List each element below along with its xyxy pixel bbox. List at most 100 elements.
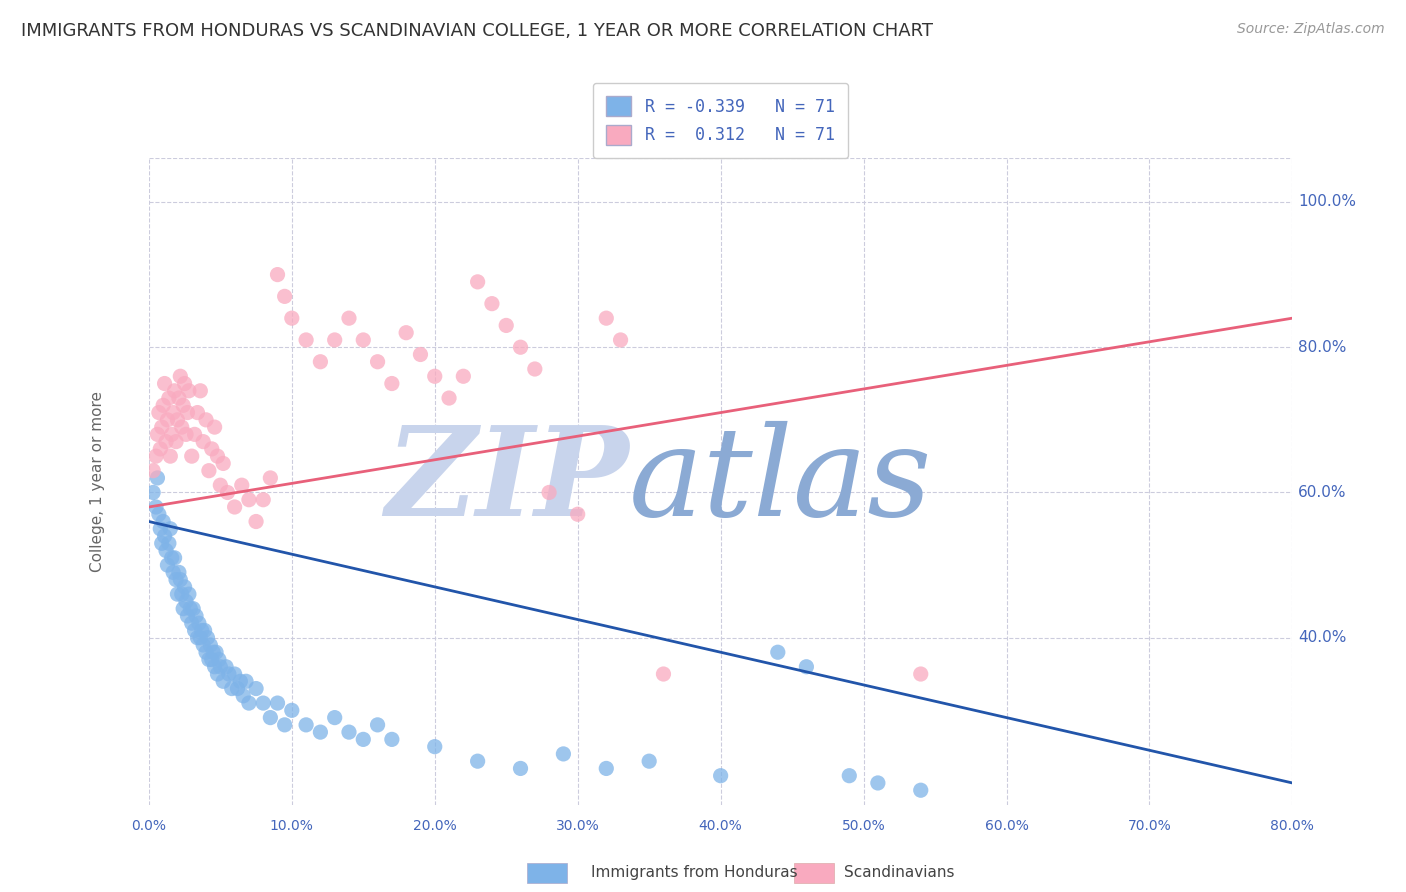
Point <box>148 406 170 420</box>
Point <box>153 529 176 543</box>
Point <box>183 624 205 638</box>
Point <box>194 624 217 638</box>
Point <box>145 500 167 514</box>
Point <box>174 427 197 442</box>
Point <box>177 587 200 601</box>
Point <box>152 398 174 412</box>
Point <box>295 333 318 347</box>
Point <box>188 631 211 645</box>
Point <box>172 398 194 412</box>
Point <box>198 464 221 478</box>
Text: 0.0%: 0.0% <box>131 819 166 833</box>
Text: Scandinavians: Scandinavians <box>844 865 955 880</box>
Point <box>609 333 631 347</box>
Point <box>309 725 332 739</box>
Point <box>245 681 267 696</box>
Point <box>245 515 267 529</box>
Text: Source: ZipAtlas.com: Source: ZipAtlas.com <box>1237 22 1385 37</box>
Point <box>179 601 201 615</box>
Point <box>323 333 346 347</box>
Point <box>162 566 184 580</box>
Text: 70.0%: 70.0% <box>1128 819 1171 833</box>
Point <box>509 761 531 775</box>
Point <box>155 543 177 558</box>
Point <box>266 268 288 282</box>
Point <box>273 718 295 732</box>
Point <box>159 522 181 536</box>
Point <box>146 427 169 442</box>
Point <box>224 667 246 681</box>
Point <box>198 652 221 666</box>
Point <box>595 761 617 775</box>
Text: 60.0%: 60.0% <box>1298 485 1347 500</box>
Point <box>866 776 889 790</box>
Point <box>595 311 617 326</box>
Point <box>202 645 225 659</box>
Point <box>409 347 432 361</box>
Point <box>184 609 207 624</box>
Point <box>200 638 222 652</box>
Point <box>652 667 675 681</box>
Point <box>381 376 404 391</box>
Point <box>195 413 218 427</box>
Point <box>150 420 173 434</box>
Point <box>553 747 575 761</box>
Point <box>796 659 818 673</box>
Point <box>142 485 165 500</box>
Point <box>152 515 174 529</box>
Point <box>201 652 224 666</box>
Point <box>309 355 332 369</box>
Text: College, 1 year or more: College, 1 year or more <box>90 391 105 572</box>
Point <box>238 492 260 507</box>
Point <box>142 464 165 478</box>
Point <box>224 500 246 514</box>
Point <box>146 471 169 485</box>
Point <box>523 362 546 376</box>
Legend: R = -0.339   N = 71, R =  0.312   N = 71: R = -0.339 N = 71, R = 0.312 N = 71 <box>593 83 848 159</box>
Point <box>169 573 191 587</box>
Point <box>157 391 180 405</box>
Point <box>467 275 489 289</box>
Point <box>252 696 274 710</box>
Point <box>367 355 389 369</box>
Point <box>212 674 235 689</box>
Point <box>165 434 187 449</box>
Point <box>207 449 229 463</box>
Point <box>149 442 172 456</box>
Point <box>183 427 205 442</box>
Point <box>153 376 176 391</box>
Point <box>148 508 170 522</box>
Text: 80.0%: 80.0% <box>1298 340 1347 355</box>
Point <box>259 710 281 724</box>
Point <box>156 558 179 573</box>
Point <box>150 536 173 550</box>
Text: 20.0%: 20.0% <box>413 819 457 833</box>
Point <box>187 616 209 631</box>
Point <box>337 725 360 739</box>
Point <box>186 631 208 645</box>
Point <box>201 442 224 456</box>
Point <box>710 769 733 783</box>
Text: 60.0%: 60.0% <box>984 819 1028 833</box>
Point <box>509 340 531 354</box>
Point <box>423 369 446 384</box>
Point <box>352 333 374 347</box>
Point <box>170 420 193 434</box>
Point <box>166 587 188 601</box>
Point <box>235 674 257 689</box>
Point <box>229 674 252 689</box>
Point <box>193 638 215 652</box>
Point <box>281 703 304 717</box>
Point <box>173 580 195 594</box>
Point <box>167 566 190 580</box>
Point <box>281 311 304 326</box>
Point <box>215 659 238 673</box>
Point <box>181 601 204 615</box>
Point <box>209 478 232 492</box>
Point <box>381 732 404 747</box>
Point <box>273 289 295 303</box>
Point <box>323 710 346 724</box>
Point <box>221 681 243 696</box>
Point <box>217 485 239 500</box>
Point <box>259 471 281 485</box>
